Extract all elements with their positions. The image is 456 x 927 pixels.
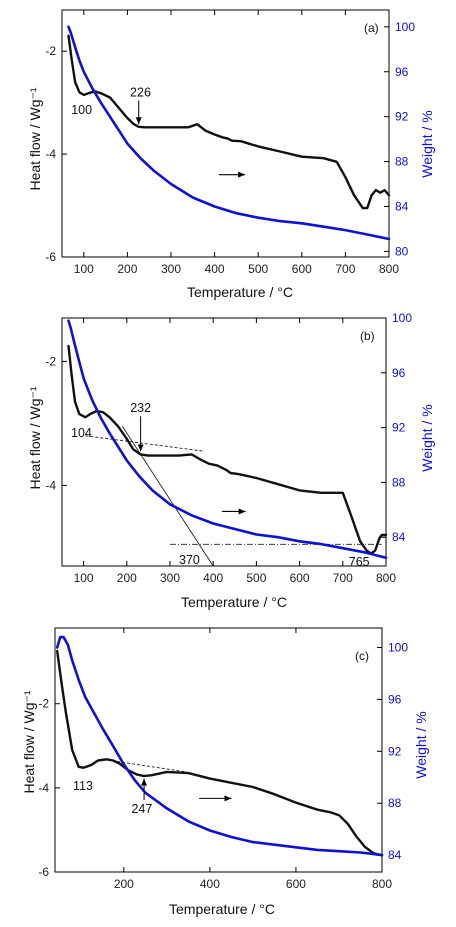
peak-annotation: 100 [71,103,92,117]
panel-label: (a) [364,21,379,35]
right-axis-title: Weight / % [413,711,429,778]
left-y-tick-label: -4 [45,478,56,492]
x-axis-title: Temperature / °C [187,284,293,300]
x-tick-label: 200 [117,262,137,276]
x-tick-label: 700 [333,571,353,585]
x-tick-label: 200 [114,877,134,891]
x-tick-label: 200 [117,571,137,585]
x-tick-label: 500 [248,262,268,276]
weight-curve [67,25,391,241]
heat-flow-curve [56,649,384,857]
panel-c: Heat flow / Wg⁻¹ Weight / % Temperature … [21,627,429,917]
plot-frame [54,627,383,873]
peak-annotation: 232 [130,401,151,415]
weight-curve [67,319,388,560]
x-tick-label: 300 [161,262,181,276]
panel-label: (b) [360,329,375,343]
x-tick-label: 400 [205,262,225,276]
peak-annotation: 104 [71,426,92,440]
left-y-tick-label: -2 [45,354,56,368]
right-y-tick-label: 84 [388,848,402,862]
x-tick-label: 800 [379,262,399,276]
x-tick-label: 600 [292,262,312,276]
peak-annotation: 113 [73,779,93,793]
heat-flow-curve [67,34,391,210]
right-y-tick-label: 88 [388,796,402,810]
right-y-tick-label: 80 [395,244,409,258]
right-axis-title: Weight / % [419,110,435,177]
plot-frame [61,317,387,567]
peak-annotation: 765 [349,555,370,569]
weight-curve [55,635,384,857]
peak-annotation: 370 [179,553,200,567]
tangent-guide-line [85,435,205,452]
x-tick-label: 400 [203,571,223,585]
x-tick-label: 800 [376,571,396,585]
x-tick-label: 600 [290,571,310,585]
x-axis-title: Temperature / °C [169,901,275,917]
peak-annotation: 247 [131,802,152,816]
tangent-guide-line [102,758,187,773]
x-tick-label: 300 [160,571,180,585]
x-tick-label: 500 [246,571,266,585]
panel-a: Heat flow / Wg⁻¹ Weight / % Temperature … [27,9,435,300]
right-y-tick-label: 96 [395,65,409,79]
left-y-tick-label: -6 [38,865,49,879]
left-y-tick-label: -4 [45,147,56,161]
x-tick-label: 100 [74,262,94,276]
x-axis-title: Temperature / °C [181,594,287,610]
plot-frame [61,9,390,258]
right-y-tick-label: 88 [392,475,406,489]
x-tick-label: 800 [372,877,392,891]
x-tick-label: 600 [286,877,306,891]
right-y-tick-label: 96 [388,692,402,706]
right-y-tick-label: 100 [388,640,408,654]
x-tick-label: 400 [200,877,220,891]
right-axis-title: Weight / % [419,404,435,471]
left-axis-title: Heat flow / Wg⁻¹ [21,690,37,793]
right-y-tick-label: 92 [392,421,406,435]
left-y-tick-label: -2 [38,697,49,711]
right-y-tick-label: 92 [395,110,409,124]
left-axis-title: Heat flow / Wg⁻¹ [27,386,43,489]
right-y-tick-label: 88 [395,155,409,169]
x-tick-label: 700 [335,262,355,276]
tangent-guide-line [122,426,214,567]
right-y-tick-label: 96 [392,366,406,380]
right-y-tick-label: 92 [388,744,402,758]
right-y-tick-label: 84 [395,199,409,213]
right-y-tick-label: 100 [395,20,415,34]
left-y-tick-label: -2 [45,44,56,58]
left-y-tick-label: -4 [38,781,49,795]
panel-b: Heat flow / Wg⁻¹ Weight / % Temperature … [27,311,435,610]
x-tick-label: 100 [74,571,94,585]
peak-annotation: 226 [130,85,151,99]
right-y-tick-label: 84 [392,530,406,544]
panel-label: (c) [355,649,369,663]
left-axis-title: Heat flow / Wg⁻¹ [27,87,43,190]
left-y-tick-label: -6 [45,250,56,264]
right-y-tick-label: 100 [392,311,412,325]
heat-flow-curve [67,344,388,555]
